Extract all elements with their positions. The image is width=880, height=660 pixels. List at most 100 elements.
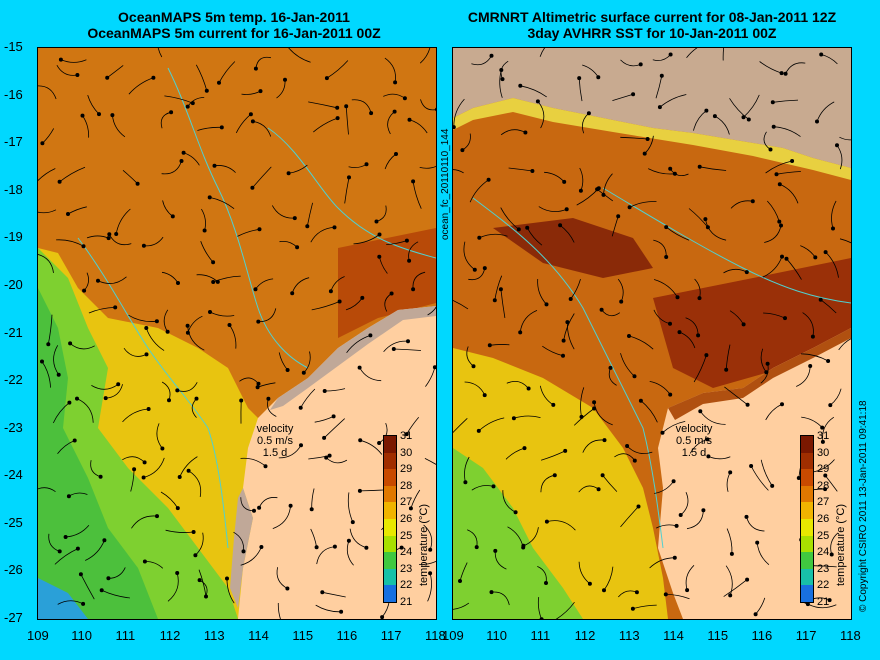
current-arrowhead — [771, 124, 776, 129]
left-velocity-speed: 0.5 m/s — [256, 435, 294, 447]
current-streamline — [90, 460, 101, 478]
current-streamline — [387, 111, 395, 135]
current-arrowhead — [562, 179, 567, 184]
current-streamline — [502, 490, 516, 513]
left-hot-water — [338, 228, 436, 338]
current-arrowhead — [78, 572, 83, 577]
legend-color-cell — [801, 436, 813, 454]
current-arrowhead — [523, 130, 528, 135]
current-arrowhead — [266, 396, 271, 401]
lat-tick-label: -22 — [4, 372, 23, 388]
current-arrowhead — [477, 235, 482, 240]
lon-tick-label: 117 — [380, 628, 402, 643]
current-streamline — [240, 457, 266, 467]
current-arrowhead — [561, 353, 566, 358]
current-streamline — [271, 205, 295, 219]
current-arrowhead — [175, 280, 180, 285]
current-streamline — [578, 485, 599, 493]
current-streamline — [161, 381, 171, 401]
current-arrowhead — [255, 385, 260, 390]
current-streamline — [240, 497, 255, 512]
current-arrowhead — [393, 152, 398, 157]
current-streamline — [131, 515, 158, 529]
current-arrowhead — [327, 453, 332, 458]
legend-color-cell — [801, 552, 813, 570]
current-streamline — [48, 533, 60, 552]
current-arrowhead — [96, 278, 101, 283]
current-arrowhead — [544, 519, 549, 524]
current-streamline — [785, 62, 806, 74]
current-arrowhead — [511, 416, 516, 421]
current-streamline — [164, 95, 193, 104]
current-streamline — [500, 129, 526, 136]
current-arrowhead — [755, 540, 760, 545]
current-arrowhead — [408, 506, 413, 511]
current-streamline — [252, 121, 272, 137]
current-arrowhead — [404, 432, 409, 437]
current-arrowhead — [778, 223, 783, 228]
current-arrowhead — [114, 231, 119, 236]
current-arrowhead — [219, 125, 224, 130]
current-arrowhead — [216, 80, 221, 85]
current-streamline — [128, 77, 154, 95]
current-streamline — [344, 177, 350, 204]
current-arrowhead — [358, 438, 363, 443]
current-streamline — [714, 115, 730, 135]
current-arrowhead — [518, 83, 523, 88]
legend-tick-label: 28 — [817, 479, 830, 492]
current-arrowhead — [596, 75, 601, 80]
current-streamline — [214, 165, 236, 173]
current-arrowhead — [332, 544, 337, 549]
current-streamline — [705, 219, 727, 241]
current-streamline — [353, 234, 380, 245]
current-arrowhead — [116, 382, 121, 387]
legend-color-cell — [384, 568, 396, 586]
current-arrowhead — [578, 188, 583, 193]
current-streamline — [601, 309, 621, 317]
current-arrowhead — [212, 163, 217, 168]
current-arrowhead — [435, 107, 436, 112]
current-streamline — [346, 335, 371, 353]
current-streamline — [54, 548, 79, 565]
legend-tick-label: 29 — [400, 463, 413, 476]
current-streamline — [423, 524, 433, 550]
current-streamline — [453, 602, 470, 610]
legend-tick-label: 25 — [817, 529, 830, 542]
current-streamline — [760, 459, 773, 487]
current-streamline — [520, 85, 547, 98]
legend-color-cell — [384, 452, 396, 470]
current-streamline — [617, 278, 624, 302]
current-arrowhead — [696, 333, 701, 338]
current-arrowhead — [476, 428, 481, 433]
current-arrowhead — [586, 111, 591, 116]
current-arrowhead — [522, 446, 527, 451]
current-streamline — [582, 439, 605, 453]
current-arrowhead — [357, 365, 362, 370]
current-arrowhead — [601, 588, 606, 593]
legend-tick-label: 31 — [400, 430, 413, 442]
current-arrowhead — [678, 512, 683, 517]
current-streamline — [603, 173, 613, 195]
current-arrowhead — [526, 386, 531, 391]
current-arrowhead — [704, 108, 709, 113]
current-streamline — [252, 166, 272, 189]
current-arrowhead — [75, 72, 80, 77]
current-arrowhead — [263, 464, 268, 469]
current-arrowhead — [745, 577, 750, 582]
current-arrowhead — [82, 288, 87, 293]
current-streamline — [52, 402, 70, 424]
current-streamline — [80, 574, 95, 600]
current-streamline — [807, 603, 837, 609]
left-coast-south — [230, 488, 253, 608]
current-streamline — [729, 98, 750, 120]
current-arrowhead — [829, 552, 834, 557]
current-arrowhead — [823, 250, 828, 255]
current-arrowhead — [698, 409, 703, 414]
legend-tick-label: 26 — [817, 513, 830, 525]
current-streamline — [308, 101, 338, 109]
current-streamline — [359, 367, 382, 382]
current-streamline — [546, 520, 576, 531]
current-streamline — [419, 165, 436, 169]
current-arrowhead — [369, 111, 374, 116]
legend-tick-label: 26 — [400, 513, 413, 525]
